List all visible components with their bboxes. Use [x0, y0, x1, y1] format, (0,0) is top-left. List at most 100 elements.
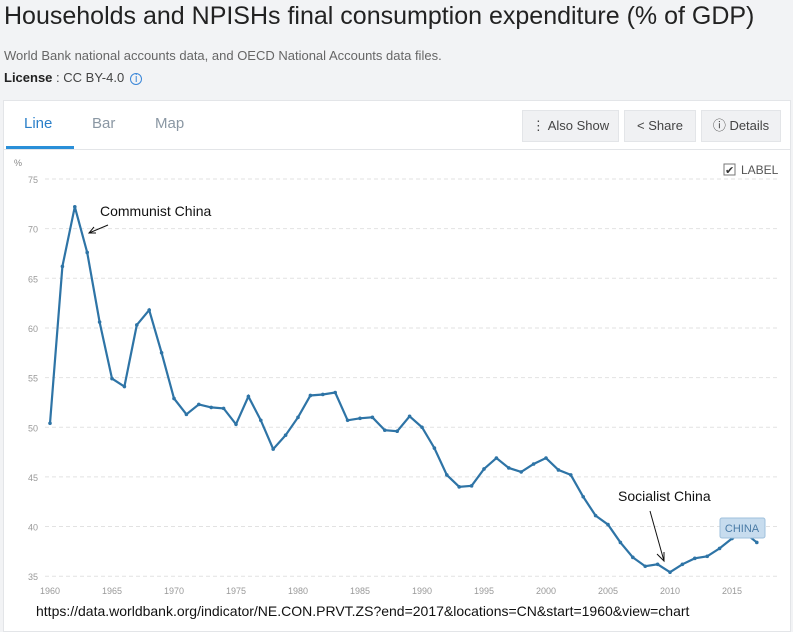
annotation-socialist-china: Socialist China	[618, 488, 711, 504]
data-point[interactable]	[184, 412, 189, 417]
data-point[interactable]	[519, 470, 523, 474]
data-point[interactable]	[668, 570, 672, 575]
data-point[interactable]	[73, 205, 77, 209]
x-tick-label: 1980	[288, 586, 308, 596]
data-point[interactable]	[209, 405, 213, 410]
y-tick-label: 75	[28, 175, 38, 185]
data-point[interactable]	[308, 393, 313, 398]
y-tick-label: 60	[28, 324, 38, 334]
data-point[interactable]	[246, 394, 251, 399]
url-text: https://data.worldbank.org/indicator/NE.…	[36, 603, 690, 619]
y-tick-label: 50	[28, 423, 38, 433]
data-point[interactable]	[569, 473, 573, 477]
x-tick-label: 1975	[226, 586, 246, 596]
data-point[interactable]	[147, 308, 151, 312]
data-point[interactable]	[159, 350, 164, 355]
data-point[interactable]	[482, 467, 486, 471]
data-point[interactable]	[420, 425, 424, 430]
data-point[interactable]	[60, 264, 65, 269]
data-point[interactable]	[680, 562, 685, 567]
x-tick-label: 2005	[598, 586, 618, 596]
x-tick-label: 1990	[412, 586, 432, 596]
data-point[interactable]	[593, 513, 598, 518]
data-point[interactable]	[370, 415, 375, 420]
arrow-icon	[87, 224, 109, 234]
data-point[interactable]	[345, 418, 350, 423]
license-value: : CC BY-4.0	[52, 70, 125, 85]
chart-card: Line Bar Map ⋮ Also Show < Share ⓘ Detai…	[3, 100, 791, 632]
data-point[interactable]	[321, 392, 325, 397]
y-tick-label: 70	[28, 225, 38, 235]
data-point[interactable]	[407, 414, 412, 419]
data-point[interactable]	[172, 396, 176, 401]
label-checkbox[interactable]	[723, 163, 736, 176]
data-point[interactable]	[271, 447, 276, 451]
share-button[interactable]: < Share	[624, 110, 696, 142]
y-tick-label: 45	[28, 473, 38, 483]
data-point[interactable]	[333, 390, 338, 395]
y-tick-label: 35	[28, 572, 38, 582]
x-tick-label: 1985	[350, 586, 370, 596]
share-label: Share	[648, 118, 683, 133]
data-point[interactable]	[445, 473, 449, 477]
data-point[interactable]	[556, 468, 561, 472]
data-point[interactable]	[259, 418, 263, 423]
arrow-icon	[649, 510, 665, 563]
y-tick-label: 40	[28, 523, 38, 533]
data-point[interactable]	[655, 562, 660, 567]
data-point[interactable]	[296, 415, 300, 420]
check-icon: ✔	[725, 165, 734, 177]
details-button[interactable]: ⓘ Details	[701, 110, 781, 142]
data-point[interactable]	[85, 250, 89, 255]
series-label-china: CHINA	[725, 523, 760, 535]
y-axis-label: %	[14, 158, 22, 168]
label-toggle[interactable]: ✔ LABEL	[723, 163, 779, 177]
data-point[interactable]	[755, 540, 759, 545]
data-point[interactable]	[606, 522, 610, 527]
data-point[interactable]	[494, 456, 499, 460]
chart-tabs: Line Bar Map ⋮ Also Show < Share ⓘ Detai…	[4, 101, 790, 150]
data-point[interactable]	[234, 422, 238, 427]
info-circle-icon: ⓘ	[712, 118, 730, 133]
x-tick-label: 1995	[474, 586, 494, 596]
tab-line[interactable]: Line	[24, 115, 53, 132]
y-tick-label: 55	[28, 374, 38, 384]
data-point[interactable]	[581, 494, 585, 499]
active-tab-indicator	[6, 146, 74, 149]
data-point[interactable]	[97, 320, 102, 324]
data-point[interactable]	[631, 555, 635, 560]
data-point[interactable]	[383, 428, 387, 433]
also-show-label: Also Show	[547, 118, 610, 133]
data-point[interactable]	[221, 406, 226, 411]
data-point[interactable]	[135, 323, 139, 327]
page-title: Households and NPISHs final consumption …	[4, 2, 755, 30]
data-point[interactable]	[48, 421, 52, 426]
data-point[interactable]	[197, 402, 201, 407]
data-point[interactable]	[283, 433, 288, 437]
data-point[interactable]	[507, 466, 511, 470]
data-point[interactable]	[110, 376, 114, 381]
data-point[interactable]	[432, 446, 437, 450]
data-point[interactable]	[717, 546, 722, 551]
tab-bar[interactable]: Bar	[92, 115, 116, 132]
data-point[interactable]	[531, 462, 536, 466]
data-point[interactable]	[643, 564, 647, 569]
data-point[interactable]	[457, 485, 462, 489]
data-point[interactable]	[618, 540, 623, 545]
details-label: Details	[729, 118, 770, 133]
license: License : CC BY-4.0 i	[4, 70, 143, 85]
info-icon[interactable]: i	[130, 73, 143, 85]
source-text: World Bank national accounts data, and O…	[4, 48, 442, 63]
x-tick-label: 2015	[722, 586, 742, 596]
data-point[interactable]	[705, 554, 709, 559]
y-tick-label: 65	[28, 274, 38, 284]
data-point[interactable]	[693, 556, 697, 561]
tab-map[interactable]: Map	[155, 115, 185, 132]
data-point[interactable]	[469, 484, 474, 488]
data-point[interactable]	[395, 429, 400, 434]
data-point[interactable]	[122, 384, 127, 389]
data-point[interactable]	[544, 456, 548, 460]
data-point[interactable]	[358, 416, 362, 421]
also-show-button[interactable]: ⋮ Also Show	[522, 110, 619, 142]
